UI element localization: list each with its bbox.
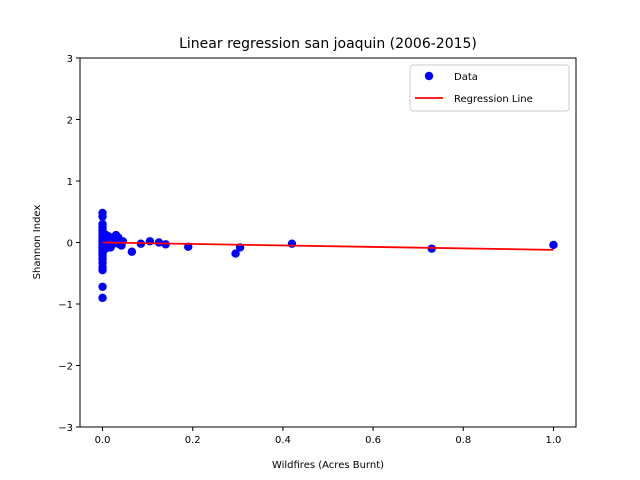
x-tick-label: 1.0 <box>546 435 562 446</box>
regression-line <box>102 241 554 251</box>
legend: Data Regression Line <box>409 64 570 112</box>
chart-title: Linear regression san joaquin (2006-2015… <box>179 36 477 52</box>
data-point <box>98 212 107 221</box>
y-tick-label: −1 <box>58 300 73 311</box>
legend-box <box>409 64 570 112</box>
legend-label-regression: Regression Line <box>454 94 533 105</box>
y-axis: −3 −2 −1 0 1 2 3 <box>58 54 80 434</box>
data-point <box>231 249 240 258</box>
x-tick-label: 0.2 <box>185 435 201 446</box>
y-axis-label: Shannon Index <box>32 205 43 280</box>
y-tick-label: 1 <box>67 177 73 188</box>
data-point <box>154 238 164 247</box>
data-point <box>118 237 128 246</box>
y-tick-label: −3 <box>58 423 73 434</box>
x-tick-label: 0.6 <box>365 435 381 446</box>
plot-area <box>79 57 577 428</box>
data-point <box>549 240 558 250</box>
y-tick-label: 3 <box>67 54 73 65</box>
x-axis: 0.0 0.2 0.4 0.6 0.8 1.0 <box>95 427 562 446</box>
x-tick-label: 0.8 <box>455 435 471 446</box>
x-axis-label: Wildfires (Acres Burnt) <box>272 460 384 471</box>
y-tick-label: 0 <box>67 239 73 250</box>
legend-marker-data <box>424 71 434 81</box>
data-point <box>98 293 107 303</box>
data-point <box>287 239 297 248</box>
data-point <box>98 282 107 291</box>
y-tick-label: 2 <box>67 116 73 127</box>
x-tick-label: 0.4 <box>275 435 291 446</box>
data-point <box>127 247 137 256</box>
data-point <box>98 265 107 275</box>
legend-label-data: Data <box>454 72 478 83</box>
x-tick-label: 0.0 <box>95 435 111 446</box>
y-tick-label: −2 <box>58 362 73 373</box>
